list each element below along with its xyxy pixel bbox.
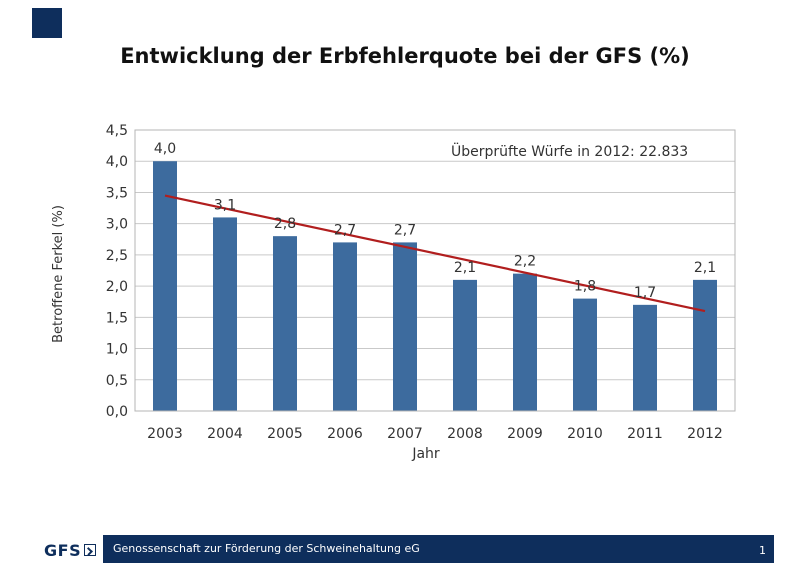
data-label: 3,1 — [214, 197, 236, 213]
y-tick-label: 2,5 — [106, 248, 128, 264]
bar-chart: 4,0 3,1 2,8 2,7 2,7 2,1 2,2 1,8 1,7 2,1 0,0 0,5 1,0… — [51, 123, 736, 462]
x-tick-label: 2007 — [387, 426, 423, 442]
bar — [273, 236, 297, 411]
page-number: 1 — [759, 544, 766, 557]
data-label: 2,2 — [514, 254, 536, 270]
x-tick-label: 2006 — [327, 426, 363, 442]
y-tick-label: 0,5 — [106, 373, 128, 389]
logo-text: GFS — [44, 540, 82, 560]
data-label: 2,8 — [274, 216, 296, 232]
bar — [513, 273, 537, 411]
bar — [573, 298, 597, 411]
data-label: 2,1 — [694, 260, 716, 276]
y-axis-label: Betroffene Ferkel (%) — [51, 205, 66, 343]
footer-bar: Genossenschaft zur Förderung der Schwein… — [103, 535, 774, 563]
corner-square — [32, 8, 62, 38]
x-tick-label: 2009 — [507, 426, 543, 442]
footer-text: Genossenschaft zur Förderung der Schwein… — [113, 542, 420, 555]
x-axis-label: Jahr — [411, 446, 440, 462]
bar — [453, 279, 477, 411]
y-tick-label: 3,5 — [106, 185, 128, 201]
data-label: 1,7 — [634, 285, 656, 301]
x-tick-label: 2012 — [687, 426, 723, 442]
x-tick-label: 2005 — [267, 426, 303, 442]
x-tick-label: 2004 — [207, 426, 243, 442]
y-tick-label: 2,0 — [106, 279, 128, 295]
data-label: 2,7 — [334, 222, 356, 238]
x-tick-label: 2010 — [567, 426, 603, 442]
data-label: 2,1 — [454, 260, 476, 276]
bar — [333, 242, 357, 411]
x-tick-label: 2003 — [147, 426, 183, 442]
y-tick-label: 4,5 — [106, 123, 128, 139]
y-tick-label: 1,0 — [106, 342, 128, 358]
x-tick-label: 2008 — [447, 426, 483, 442]
data-label: 2,7 — [394, 222, 416, 238]
y-tick-label: 4,0 — [106, 154, 128, 170]
y-tick-label: 0,0 — [106, 404, 128, 420]
logo-mark-icon — [84, 544, 97, 556]
plot-area — [134, 129, 736, 412]
bar — [633, 304, 657, 411]
y-tick-label: 1,5 — [106, 310, 128, 326]
y-tick-label: 3,0 — [106, 217, 128, 233]
trend-line — [164, 194, 706, 313]
data-label: 1,8 — [574, 279, 596, 295]
bar — [693, 279, 717, 411]
gfs-logo: GFS — [44, 540, 97, 560]
chart-annotation: Überprüfte Würfe in 2012: 22.833 — [451, 142, 688, 160]
bar — [213, 217, 237, 411]
page-title: Entwicklung der Erbfehlerquote bei der G… — [120, 44, 690, 68]
data-label: 4,0 — [154, 141, 176, 157]
bar — [393, 242, 417, 411]
x-tick-label: 2011 — [627, 426, 663, 442]
bar — [153, 161, 177, 411]
